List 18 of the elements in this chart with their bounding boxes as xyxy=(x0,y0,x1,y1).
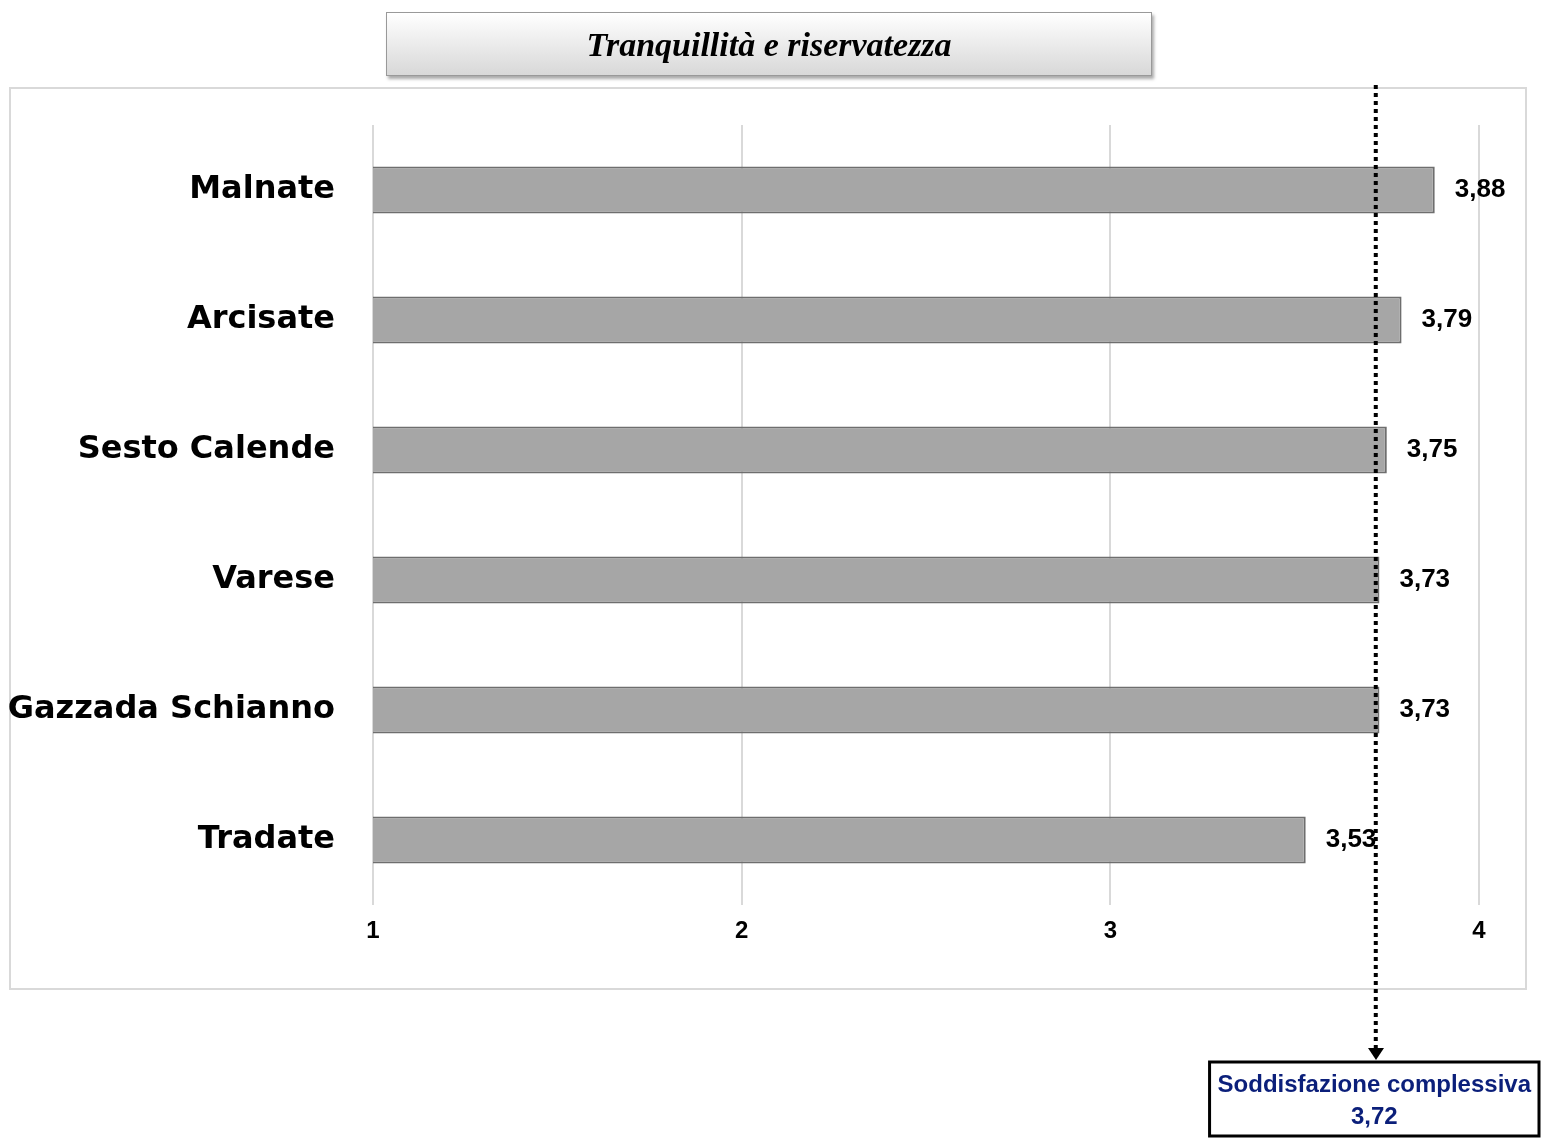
x-tick-label: 3 xyxy=(1103,916,1118,944)
data-label: 3,53 xyxy=(1325,823,1377,854)
data-label: 3,88 xyxy=(1454,173,1506,204)
y-tick-label: Arcisate xyxy=(186,298,335,337)
y-tick-label: Tradate xyxy=(197,818,335,857)
x-tick-label: 1 xyxy=(366,916,380,944)
y-tick-label: Varese xyxy=(212,558,335,597)
x-tick-label: 2 xyxy=(734,916,749,944)
data-label: 3,73 xyxy=(1399,563,1451,594)
data-label: 3,75 xyxy=(1406,433,1458,464)
chart-title: Tranquillità e riservatezza xyxy=(386,12,1152,76)
y-tick-label: Sesto Calende xyxy=(77,428,335,467)
data-label: 3,73 xyxy=(1399,693,1451,724)
y-tick-label: Gazzada Schianno xyxy=(7,688,335,727)
y-tick-label: Malnate xyxy=(189,168,335,207)
ref-line-label: Soddisfazione complessiva 3,72 xyxy=(1217,1069,1532,1129)
x-tick-label: 4 xyxy=(1472,916,1487,944)
data-label: 3,79 xyxy=(1421,303,1473,334)
